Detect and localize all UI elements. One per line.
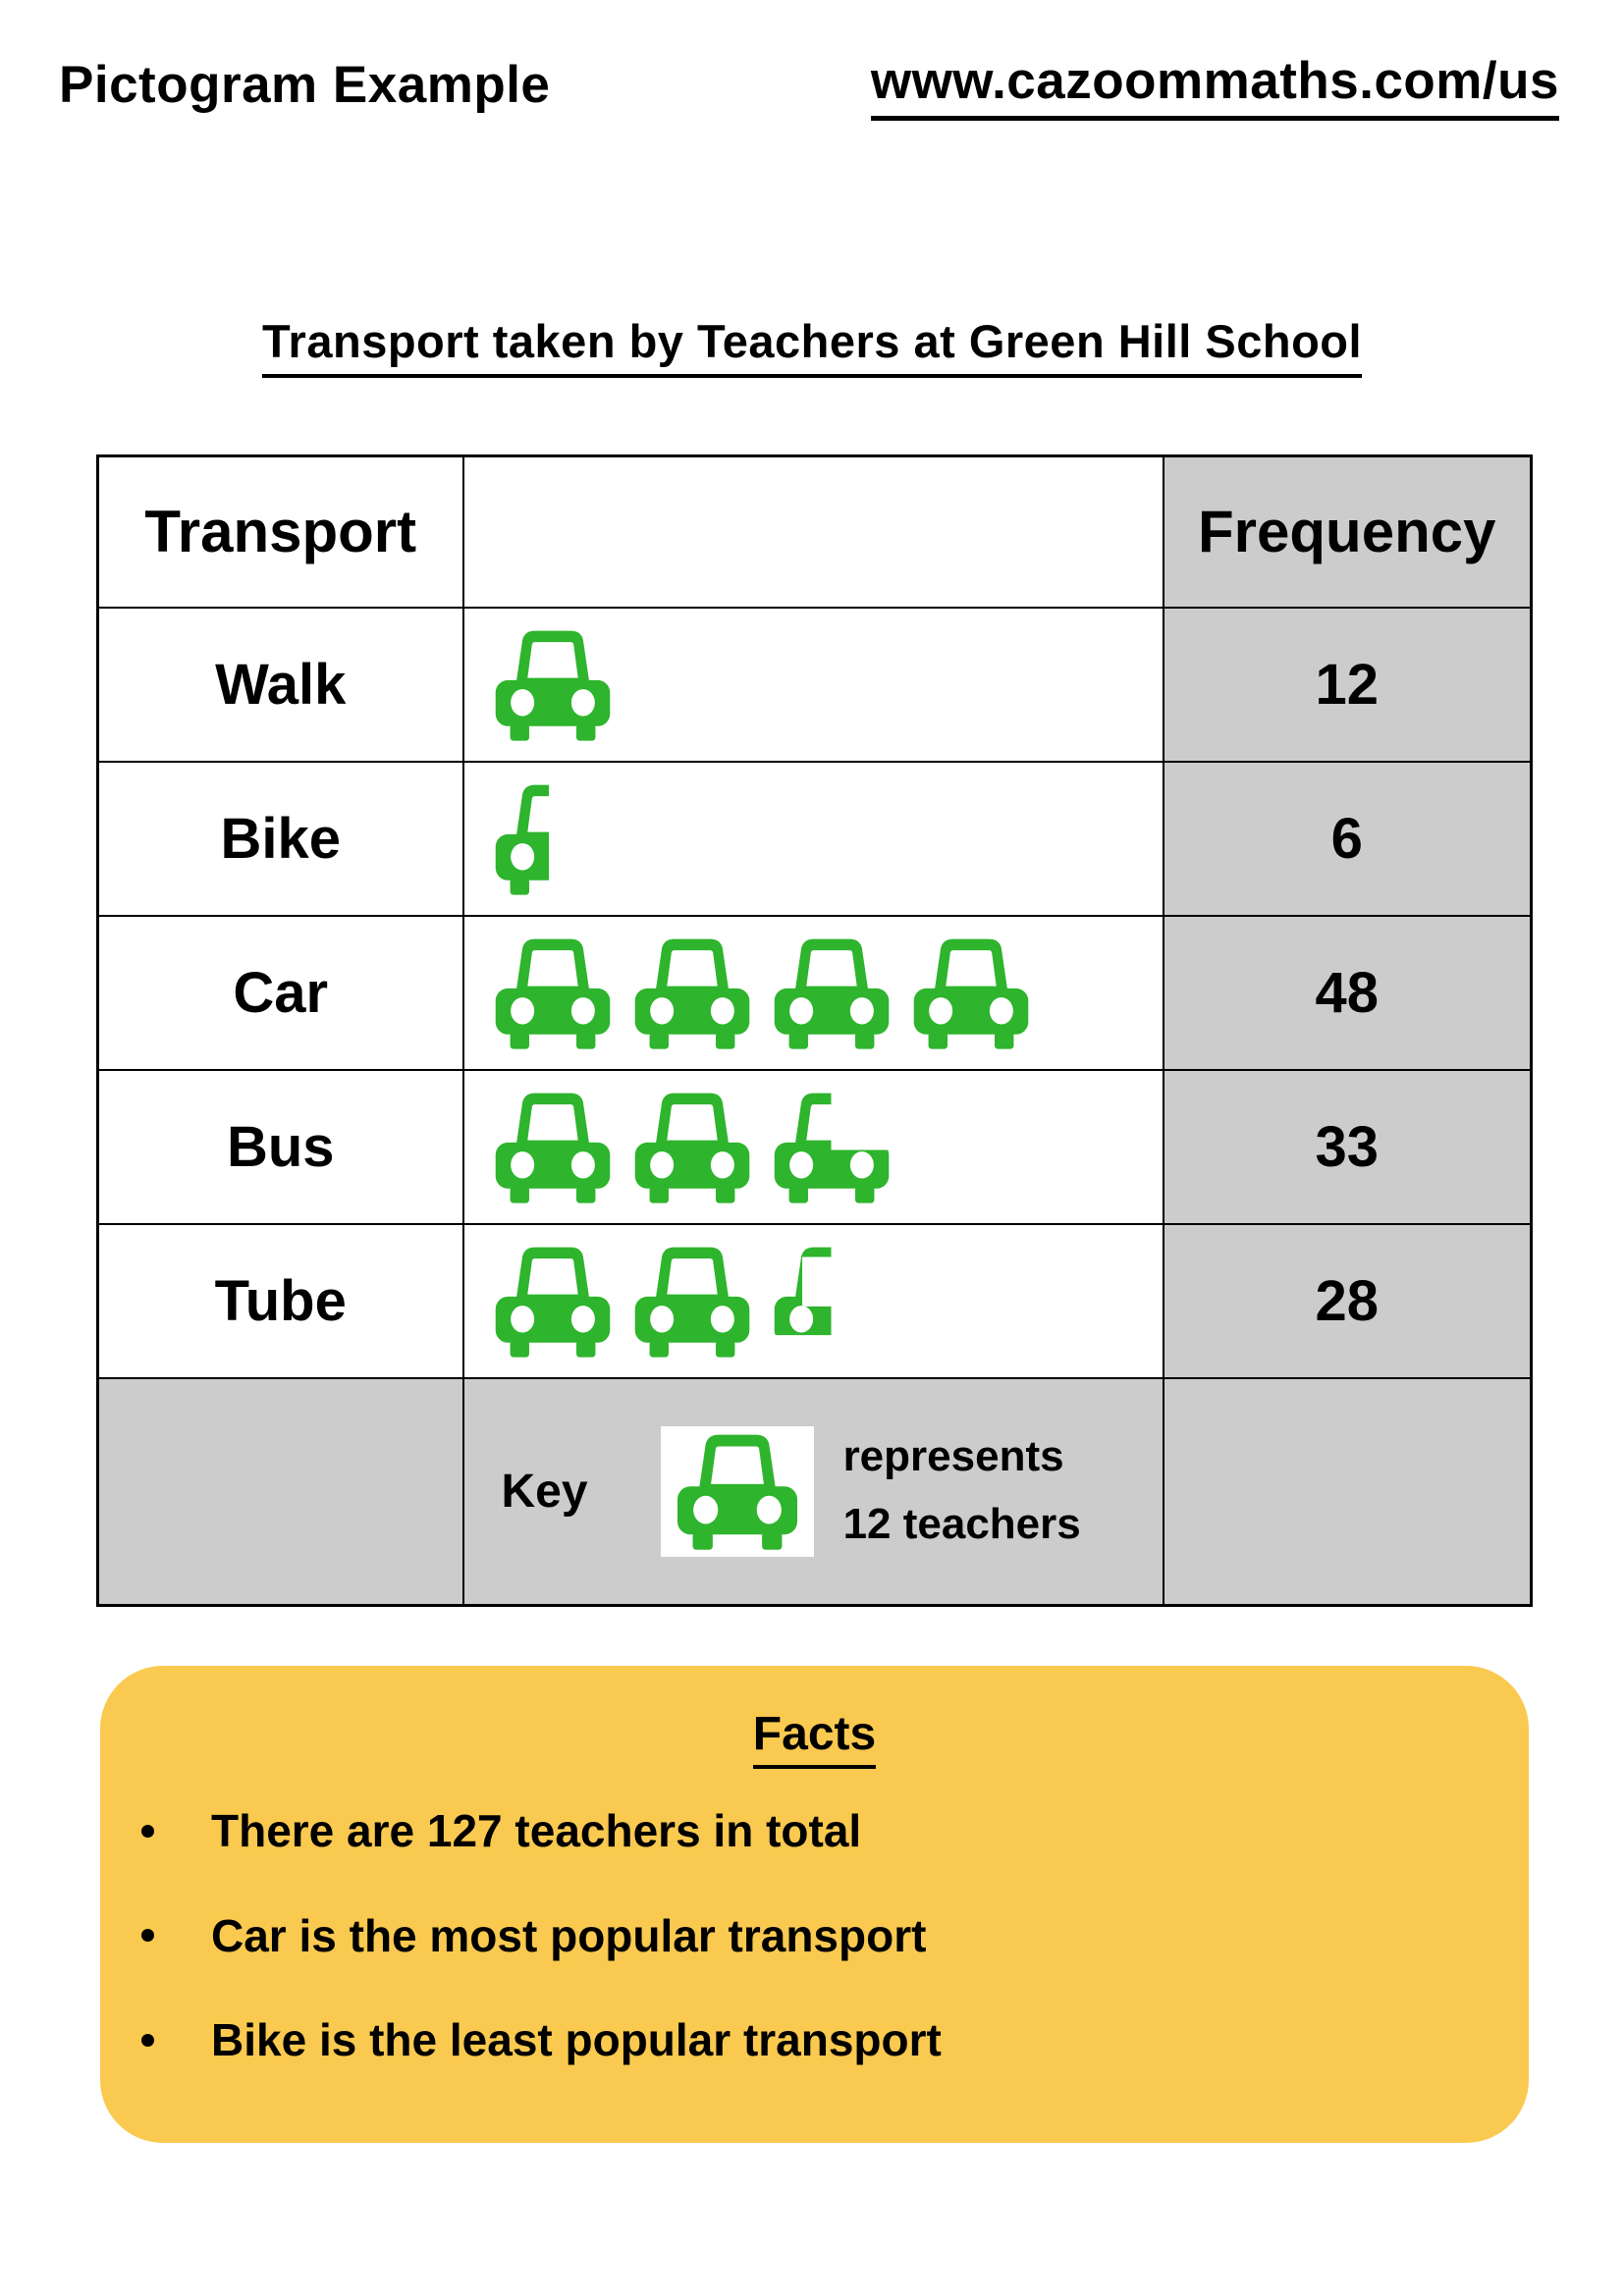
partial-car-icon <box>769 1244 894 1359</box>
fact-text: Bike is the least popular transport <box>211 2014 942 2066</box>
fact-text: There are 127 teachers in total <box>211 1805 862 1856</box>
table-row: Tube 28 <box>96 1222 1533 1379</box>
fact-item: Car is the most popular transport <box>141 1909 1529 1961</box>
frequency-value: 12 <box>1162 606 1533 763</box>
pictogram-table-body: Walk 12 Bike 6 Car 48 Bus 33 Tube 28 <box>96 606 1533 1379</box>
icons-line <box>490 935 1163 1050</box>
page-title: Pictogram Example <box>59 56 551 114</box>
frequency-value: 6 <box>1162 760 1533 917</box>
frequency-column-header: Frequency <box>1162 454 1533 609</box>
facts-box: Facts There are 127 teachers in total Ca… <box>100 1666 1529 2143</box>
frequency-value: 28 <box>1162 1222 1533 1379</box>
key-label: Key <box>501 1465 588 1518</box>
car-icon <box>490 935 616 1050</box>
key-content: Key represents 12 teachers <box>464 1425 1163 1557</box>
table-row: Bike 6 <box>96 760 1533 917</box>
icons-line <box>490 1090 1163 1204</box>
table-header-row: Transport Frequency <box>96 454 1533 609</box>
transport-label: Bike <box>96 760 464 917</box>
key-cell: Key represents 12 teachers <box>461 1376 1164 1607</box>
fact-text: Car is the most popular transport <box>211 1909 927 1961</box>
website-link[interactable]: www.cazoommaths.com/us <box>870 51 1559 121</box>
car-icon <box>490 627 616 742</box>
key-row-empty-left <box>96 1376 464 1607</box>
car-icon <box>629 1244 755 1359</box>
key-represents-text: represents <box>842 1432 1064 1481</box>
car-icon <box>769 935 894 1050</box>
key-icon-background <box>660 1425 814 1557</box>
pictogram-cell <box>461 914 1164 1071</box>
pictogram-table: Transport Frequency Walk 12 Bike 6 Car 48 Bus 3… <box>96 454 1533 1607</box>
transport-label: Car <box>96 914 464 1071</box>
car-icon <box>490 781 549 896</box>
car-icon <box>490 1090 616 1204</box>
transport-label: Bus <box>96 1068 464 1225</box>
transport-label: Walk <box>96 606 464 763</box>
transport-column-header: Transport <box>96 454 464 609</box>
facts-title-row: Facts <box>100 1707 1529 1769</box>
fact-item: Bike is the least popular transport <box>141 2015 1529 2065</box>
fact-item: There are 127 teachers in total <box>141 1806 1529 1856</box>
car-icon <box>908 935 1034 1050</box>
icons-line <box>490 1244 1163 1359</box>
table-row: Car 48 <box>96 914 1533 1071</box>
key-amount-text: 12 teachers <box>842 1500 1081 1549</box>
pictogram-cell <box>461 1068 1164 1225</box>
table-row: Walk 12 <box>96 606 1533 763</box>
bullet-icon <box>141 2033 154 2047</box>
frequency-value: 48 <box>1162 914 1533 1071</box>
car-icon <box>629 935 755 1050</box>
partial-car-icon <box>490 781 549 896</box>
icons-line <box>490 627 1163 742</box>
key-row: Key represents 12 teachers <box>96 1376 1533 1607</box>
chart-title-row: Transport taken by Teachers at Green Hil… <box>0 314 1624 378</box>
key-row-empty-right <box>1162 1376 1533 1607</box>
icons-line <box>490 781 1163 896</box>
chart-title: Transport taken by Teachers at Green Hil… <box>261 314 1363 378</box>
car-icon <box>769 1244 894 1359</box>
frequency-value: 33 <box>1162 1068 1533 1225</box>
car-icon <box>672 1431 803 1551</box>
car-icon <box>769 1090 894 1204</box>
pictogram-cell <box>461 760 1164 917</box>
transport-label: Tube <box>96 1222 464 1379</box>
pictogram-column-header <box>461 454 1164 609</box>
facts-list: There are 127 teachers in total Car is t… <box>100 1806 1529 2065</box>
car-icon <box>490 1244 616 1359</box>
bullet-icon <box>141 1824 154 1838</box>
facts-title: Facts <box>752 1707 877 1769</box>
pictogram-cell <box>461 1222 1164 1379</box>
table-row: Bus 33 <box>96 1068 1533 1225</box>
partial-car-icon <box>769 1090 894 1204</box>
key-description: represents 12 teachers <box>843 1431 1081 1551</box>
car-icon <box>629 1090 755 1204</box>
bullet-icon <box>141 1929 154 1943</box>
pictogram-cell <box>461 606 1164 763</box>
